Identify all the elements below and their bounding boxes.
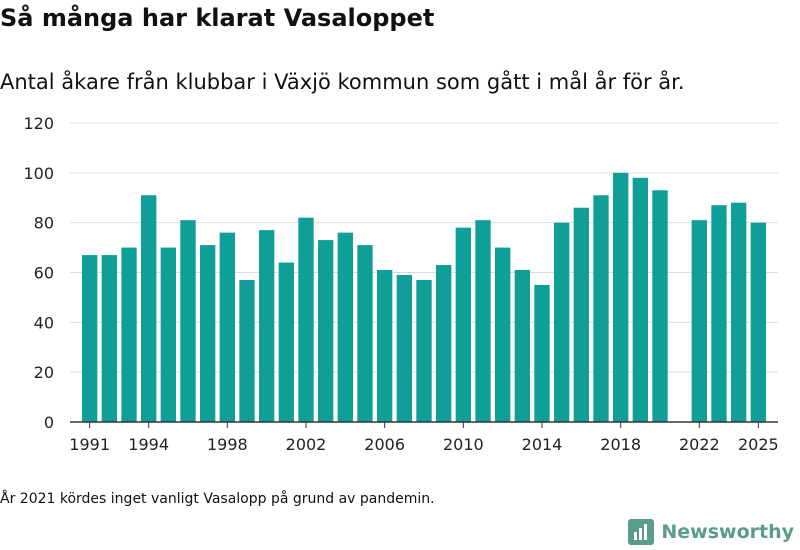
bar xyxy=(81,255,98,422)
x-tick-label: 2018 xyxy=(600,435,641,454)
bar xyxy=(475,220,491,422)
bar xyxy=(101,255,118,422)
bar xyxy=(652,190,668,422)
bar xyxy=(180,220,196,422)
x-tick-label: 2025 xyxy=(738,435,779,454)
x-tick-label: 2014 xyxy=(522,435,563,454)
bar xyxy=(140,195,157,422)
bar xyxy=(711,205,727,422)
bar-chart: 0 20 40 60 80 100 120 1991 1994 1998 2002 2006 2010 2… xyxy=(23,114,779,454)
bar xyxy=(160,247,177,422)
bar xyxy=(435,265,452,422)
bar xyxy=(278,262,295,422)
bar xyxy=(396,274,413,422)
bar xyxy=(632,177,649,422)
y-tick-label: 80 xyxy=(34,214,54,233)
bar xyxy=(593,195,609,422)
bar xyxy=(553,222,570,422)
bar xyxy=(239,279,255,422)
bar xyxy=(750,222,767,422)
bar xyxy=(337,232,354,422)
chart-subtitle: Antal åkare från klubbar i Växjö kommun … xyxy=(0,70,685,94)
bar xyxy=(298,217,314,422)
x-tick-label: 1991 xyxy=(69,435,110,454)
bar xyxy=(514,270,531,422)
bar xyxy=(612,172,629,422)
newsworthy-logo-icon xyxy=(628,519,655,545)
y-tick-label: 100 xyxy=(23,164,54,183)
bar xyxy=(494,247,511,422)
bar xyxy=(121,247,137,422)
x-tick-label: 1998 xyxy=(207,435,248,454)
bar xyxy=(730,202,747,422)
bar xyxy=(376,270,393,422)
bar xyxy=(416,279,432,422)
x-tick-label: 2022 xyxy=(679,435,720,454)
bar xyxy=(691,220,708,422)
brand: Newsworthy xyxy=(628,519,794,545)
bar xyxy=(317,240,334,422)
brand-name: Newsworthy xyxy=(661,521,794,543)
bar xyxy=(357,245,373,422)
bar xyxy=(258,230,275,422)
bar xyxy=(573,207,590,422)
footnote: År 2021 kördes inget vanligt Vasalopp på… xyxy=(0,491,435,507)
bar xyxy=(534,284,550,422)
chart-title: Så många har klarat Vasaloppet xyxy=(0,4,435,32)
x-tick-label: 2002 xyxy=(286,435,327,454)
x-tick-label: 2006 xyxy=(364,435,405,454)
bar xyxy=(455,227,472,422)
y-tick-label: 20 xyxy=(34,363,54,382)
y-tick-label: 40 xyxy=(34,313,54,332)
x-tick-label: 2010 xyxy=(443,435,484,454)
y-tick-label: 60 xyxy=(34,264,54,283)
y-tick-label: 0 xyxy=(44,413,54,432)
x-tick-label: 1994 xyxy=(128,435,169,454)
bar xyxy=(199,245,216,422)
bar xyxy=(219,232,236,422)
y-tick-label: 120 xyxy=(23,114,54,133)
